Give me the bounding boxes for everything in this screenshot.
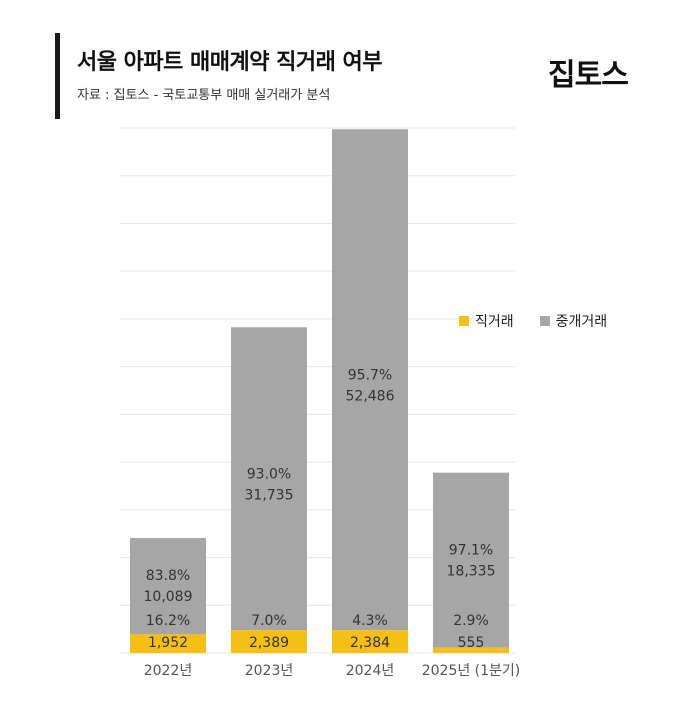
data-label-direct-count: 555 xyxy=(458,635,485,651)
data-label-direct-count: 2,384 xyxy=(350,635,390,651)
title-accent-bar xyxy=(55,33,60,119)
bar-segment-broker xyxy=(433,472,509,648)
data-label-direct-count: 1,952 xyxy=(148,635,188,651)
legend-item-direct: 직거래 xyxy=(459,311,514,331)
data-label-direct-percent: 4.3% xyxy=(352,613,388,629)
data-label-broker-count: 52,486 xyxy=(346,389,395,405)
legend-label-direct: 직거래 xyxy=(475,314,514,330)
legend-item-broker: 중개거래 xyxy=(539,311,608,331)
legend-label-broker: 중개거래 xyxy=(555,314,608,330)
x-tick-label: 2025년 (1분기) xyxy=(422,663,521,679)
x-tick-label: 2022년 xyxy=(144,663,193,679)
bar-segment-broker xyxy=(130,538,206,635)
data-label-broker-percent: 93.0% xyxy=(247,467,291,483)
data-label-broker-count: 31,735 xyxy=(245,488,294,504)
data-label-broker-percent: 95.7% xyxy=(348,368,392,384)
data-label-broker-count: 18,335 xyxy=(447,564,496,580)
data-label-broker-count: 10,089 xyxy=(144,589,193,605)
data-label-direct-count: 2,389 xyxy=(249,635,289,651)
bar-segment-direct xyxy=(332,630,408,653)
x-tick-label: 2024년 xyxy=(346,663,395,679)
x-tick-label: 2023년 xyxy=(245,663,294,679)
bar-segment-direct xyxy=(130,634,206,653)
data-label-direct-percent: 7.0% xyxy=(251,613,287,629)
bar-segment-direct xyxy=(231,630,307,653)
brand-logo: 집토스 xyxy=(548,58,629,93)
data-label-direct-percent: 16.2% xyxy=(146,613,190,629)
bar-segment-direct xyxy=(433,647,509,653)
chart-legend: 직거래 중개거래 xyxy=(459,311,607,331)
legend-swatch-broker xyxy=(539,316,550,326)
legend-swatch-direct xyxy=(459,316,469,326)
data-label-broker-percent: 97.1% xyxy=(449,543,493,559)
chart-subtitle: 자료 : 집토스 - 국토교통부 매매 실거래가 분석 xyxy=(77,88,331,103)
data-label-broker-percent: 83.8% xyxy=(146,568,190,584)
chart-title: 서울 아파트 매매계약 직거래 여부 xyxy=(77,50,383,75)
bar-segment-broker xyxy=(231,327,307,631)
bar-segment-broker xyxy=(332,129,408,631)
data-label-direct-percent: 2.9% xyxy=(453,613,489,629)
